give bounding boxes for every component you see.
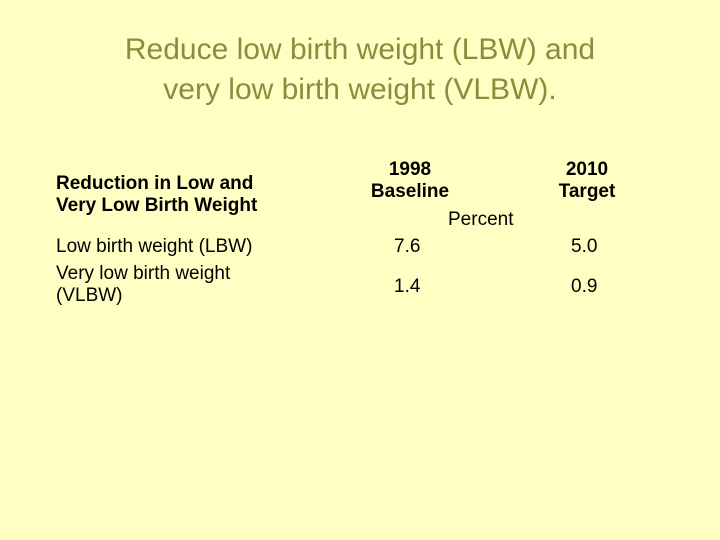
column-header-target-year: 2010 xyxy=(565,159,609,180)
column-header-baseline: 1998 Baseline xyxy=(350,159,470,203)
row-label-vlbw-line-1: Very low birth weight xyxy=(56,263,231,284)
cell-lbw-target: 5.0 xyxy=(571,236,598,257)
slide-title: Reduce low birth weight (LBW) and very l… xyxy=(0,30,720,110)
row-label-lbw: Low birth weight (LBW) xyxy=(56,236,252,258)
cell-lbw-baseline: 7.6 xyxy=(394,236,421,257)
row-header-line-2: Very Low Birth Weight xyxy=(56,195,258,216)
title-line-1: Reduce low birth weight (LBW) and xyxy=(124,33,596,66)
row-header: Reduction in Low and Very Low Birth Weig… xyxy=(56,173,257,217)
cell-vlbw-baseline: 1.4 xyxy=(394,276,421,297)
row-label-vlbw: Very low birth weight (VLBW) xyxy=(56,263,230,307)
column-header-baseline-year: 1998 xyxy=(388,159,432,180)
cell-vlbw-target: 0.9 xyxy=(571,276,598,297)
row-label-lbw-line-1: Low birth weight (LBW) xyxy=(56,236,253,257)
column-header-target: 2010 Target xyxy=(527,159,647,203)
title-line-2: very low birth weight (VLBW). xyxy=(163,73,557,106)
column-header-target-label: Target xyxy=(558,181,616,202)
row-label-vlbw-line-2: (VLBW) xyxy=(56,285,123,306)
row-header-line-1: Reduction in Low and xyxy=(56,173,254,194)
column-header-baseline-label: Baseline xyxy=(370,181,450,202)
unit-label: Percent xyxy=(448,209,514,230)
